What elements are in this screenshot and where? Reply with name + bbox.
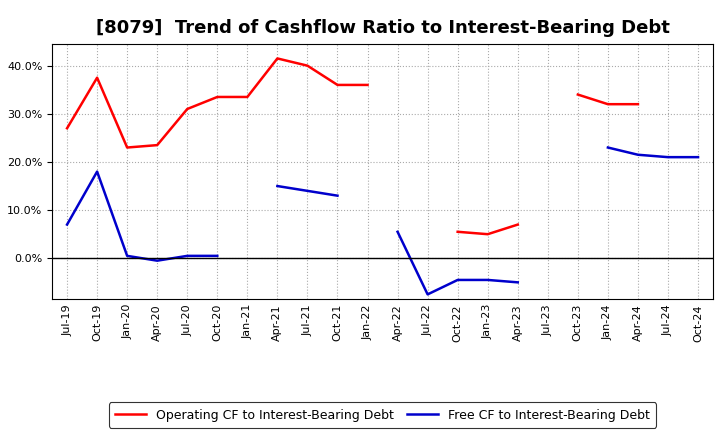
Operating CF to Interest-Bearing Debt <box>63 126 71 131</box>
Operating CF to Interest-Bearing Debt <box>333 82 342 88</box>
Free CF to Interest-Bearing Debt <box>153 258 161 263</box>
Free CF to Interest-Bearing Debt <box>63 222 71 227</box>
Operating CF to Interest-Bearing Debt <box>213 94 222 99</box>
Operating CF to Interest-Bearing Debt <box>93 75 102 81</box>
Operating CF to Interest-Bearing Debt <box>123 145 132 150</box>
Title: [8079]  Trend of Cashflow Ratio to Interest-Bearing Debt: [8079] Trend of Cashflow Ratio to Intere… <box>96 19 670 37</box>
Operating CF to Interest-Bearing Debt <box>243 94 252 99</box>
Free CF to Interest-Bearing Debt <box>123 253 132 259</box>
Free CF to Interest-Bearing Debt <box>93 169 102 174</box>
Operating CF to Interest-Bearing Debt <box>303 63 312 68</box>
Operating CF to Interest-Bearing Debt <box>153 143 161 148</box>
Line: Free CF to Interest-Bearing Debt: Free CF to Interest-Bearing Debt <box>67 172 217 260</box>
Free CF to Interest-Bearing Debt <box>213 253 222 259</box>
Line: Operating CF to Interest-Bearing Debt: Operating CF to Interest-Bearing Debt <box>67 59 367 147</box>
Legend: Operating CF to Interest-Bearing Debt, Free CF to Interest-Bearing Debt: Operating CF to Interest-Bearing Debt, F… <box>109 403 656 428</box>
Free CF to Interest-Bearing Debt <box>183 253 192 259</box>
Operating CF to Interest-Bearing Debt <box>363 82 372 88</box>
Operating CF to Interest-Bearing Debt <box>273 56 282 61</box>
Operating CF to Interest-Bearing Debt <box>183 106 192 112</box>
